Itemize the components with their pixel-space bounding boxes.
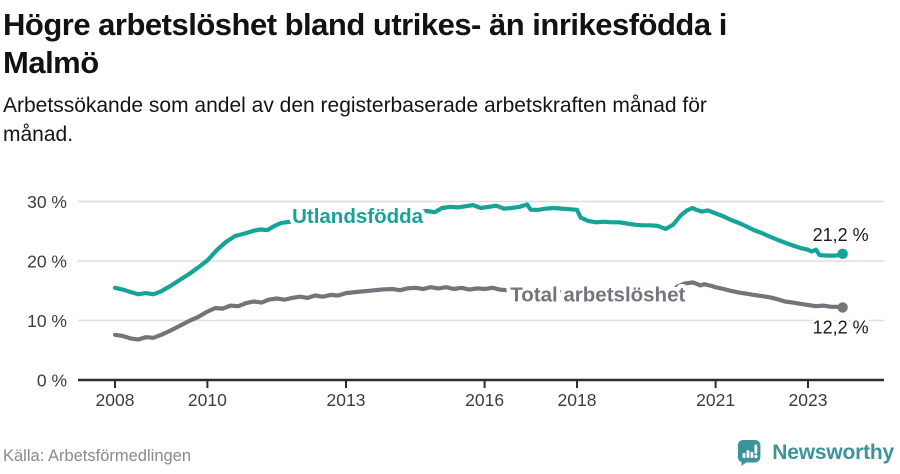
y-tick-label-20: 20 % (27, 252, 67, 272)
newsworthy-logo-text: Newsworthy (772, 441, 894, 464)
y-axis-labels: 0 % 10 % 20 % 30 % (27, 192, 67, 391)
series-endpoints: 21,2 % 12,2 % (810, 222, 872, 341)
x-tick-label-2023: 2023 (789, 390, 828, 410)
y-tick-label-10: 10 % (27, 311, 67, 331)
end-dot-utlandsfodda (837, 248, 848, 260)
end-value-label-total: 12,2 % (813, 317, 869, 337)
chart-subtitle: Arbetssökande som andel av den registerb… (3, 94, 707, 146)
end-dot-total (837, 302, 848, 313)
x-tick-label-2013: 2013 (327, 390, 366, 410)
page-title: Högre arbetslöshet bland utrikes- än inr… (3, 7, 727, 80)
series-label-utlandsfodda: Utlandsfödda (292, 205, 424, 228)
end-value-label-utlandsfodda: 21,2 % (813, 225, 869, 245)
gridlines (78, 200, 884, 322)
source-note: Källa: Arbetsförmedlingen (3, 447, 192, 465)
series-labels: Utlandsfödda Total arbetslöshet (288, 201, 689, 311)
x-axis-labels: 2008 2010 2013 2016 2018 2021 2023 (96, 390, 828, 410)
series-line-total (112, 280, 845, 342)
x-axis (78, 378, 884, 388)
x-tick-label-2018: 2018 (558, 390, 597, 410)
x-tick-label-2021: 2021 (696, 390, 735, 410)
y-tick-label-30: 30 % (27, 192, 67, 212)
series-lines (112, 202, 845, 342)
series-label-total: Total arbetslöshet (510, 283, 685, 306)
newsworthy-logo-icon (738, 439, 761, 467)
y-tick-label-0: 0 % (37, 371, 67, 391)
x-tick-label-2008: 2008 (96, 390, 135, 410)
x-tick-label-2010: 2010 (188, 390, 227, 410)
series-line-utlandsfodda (112, 202, 845, 297)
x-tick-label-2016: 2016 (465, 390, 504, 410)
newsworthy-logo[interactable]: Newsworthy (737, 439, 894, 467)
